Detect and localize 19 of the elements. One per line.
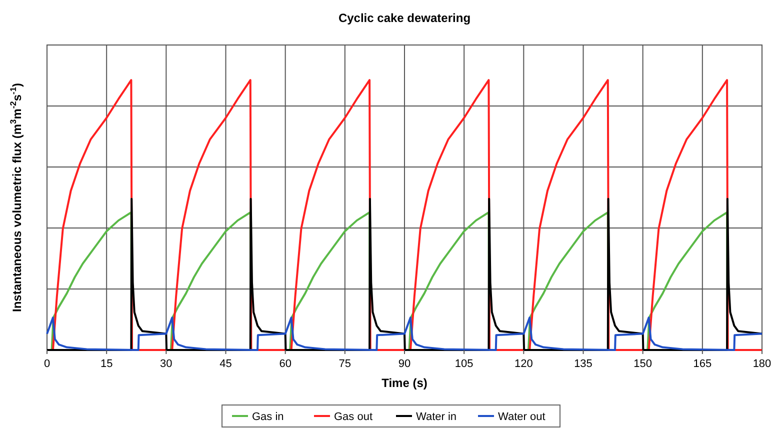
- legend-label: Gas in: [252, 411, 284, 423]
- x-axis-title: Time (s): [382, 376, 428, 390]
- x-tick-label: 150: [634, 358, 652, 370]
- x-tick-label: 120: [514, 358, 533, 370]
- x-tick-label: 165: [693, 358, 712, 370]
- legend-label: Water in: [416, 411, 457, 423]
- x-tick-label: 45: [220, 358, 232, 370]
- x-tick-label: 105: [454, 358, 474, 370]
- x-tick-label: 0: [44, 358, 50, 370]
- x-tick-label: 15: [100, 358, 113, 370]
- x-tick-label: 75: [338, 358, 352, 370]
- x-tick-label: 90: [398, 358, 411, 370]
- legend-label: Gas out: [334, 411, 373, 423]
- legend-label: Water out: [498, 411, 546, 423]
- chart-title: Cyclic cake dewatering: [338, 11, 471, 25]
- x-tick-label: 135: [574, 358, 592, 370]
- x-tick-label: 180: [752, 358, 772, 370]
- x-tick-label: 30: [160, 358, 172, 370]
- x-tick-label: 60: [279, 358, 292, 370]
